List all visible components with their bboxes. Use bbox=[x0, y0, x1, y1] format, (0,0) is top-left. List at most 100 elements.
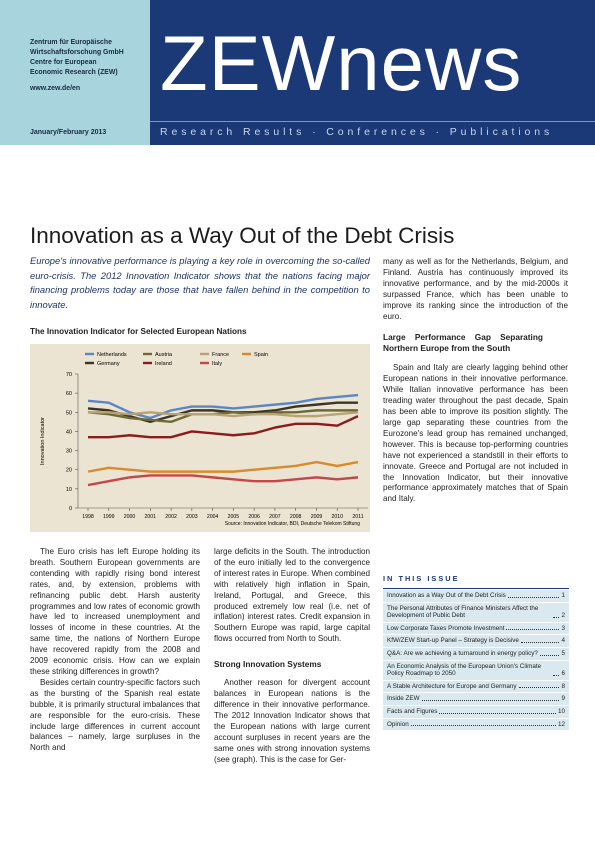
legend-label: Netherlands bbox=[97, 352, 127, 358]
paragraph: The Euro crisis has left Europe holding … bbox=[30, 547, 200, 676]
series-line bbox=[87, 409, 358, 424]
x-tick-label: 2001 bbox=[145, 514, 157, 520]
series-line bbox=[88, 415, 359, 439]
y-tick-label: 10 bbox=[66, 487, 72, 493]
x-tick-label: 2008 bbox=[290, 514, 302, 520]
chart: Innovation Indicator Source: Innovation … bbox=[30, 344, 370, 532]
paragraph: Besides certain country-specific factors… bbox=[30, 677, 200, 753]
section-heading: Large Performance Gap Separating Norther… bbox=[383, 332, 543, 354]
issue-item: Q&A: Are we achieving a turnaround in en… bbox=[383, 647, 569, 661]
leader bbox=[421, 699, 560, 701]
x-tick-label: 2002 bbox=[165, 514, 177, 520]
issue-item: The Personal Attributes of Finance Minis… bbox=[383, 602, 569, 623]
x-tick-label: 2010 bbox=[331, 514, 343, 520]
y-tick-label: 20 bbox=[66, 468, 72, 474]
leader bbox=[506, 629, 560, 631]
leader bbox=[539, 654, 560, 656]
intro: Europe's innovative performance is playi… bbox=[30, 255, 370, 310]
issue-item-title: Innovation as a Way Out of the Debt Cris… bbox=[387, 592, 506, 599]
x-tick-label: 2011 bbox=[352, 514, 363, 520]
legend-label: France bbox=[212, 352, 229, 358]
issue-item-page: 2 bbox=[561, 612, 565, 620]
issue-item-title: A Stable Architecture for Europe and Ger… bbox=[387, 682, 517, 690]
y-tick-label: 40 bbox=[66, 429, 72, 435]
org-line: Zentrum für Europäische bbox=[30, 39, 112, 46]
leader bbox=[410, 725, 556, 727]
x-tick-label: 2006 bbox=[248, 514, 260, 520]
issue-item: KfW/ZEW Start-up Panel – Strategy is Dec… bbox=[383, 635, 569, 648]
paragraph: Spain and Italy are clearly lagging behi… bbox=[383, 363, 568, 504]
issue-item: Opinion 12 bbox=[383, 718, 569, 732]
legend-label: Germany bbox=[97, 361, 120, 367]
chart-title: The Innovation Indicator for Selected Eu… bbox=[30, 327, 247, 336]
legend-label: Italy bbox=[212, 361, 222, 367]
org-line: Wirtschaftsforschung GmbH bbox=[30, 49, 124, 56]
y-tick-label: 70 bbox=[66, 372, 72, 378]
issue-item-title: Inside ZEW bbox=[387, 695, 420, 703]
issue-item-page: 8 bbox=[561, 682, 565, 690]
legend-label: Austria bbox=[155, 352, 173, 358]
leader bbox=[439, 712, 556, 714]
issue-item: An Economic Analysis of the European Uni… bbox=[383, 660, 569, 681]
issue-item-title: KfW/ZEW Start-up Panel – Strategy is Dec… bbox=[387, 637, 519, 645]
body-col1: The Euro crisis has left Europe holding … bbox=[30, 547, 200, 754]
article-title: Innovation as a Way Out of the Debt Cris… bbox=[30, 223, 455, 248]
series-line bbox=[88, 411, 359, 418]
issue-item-page: 9 bbox=[561, 695, 565, 703]
x-tick-label: 1999 bbox=[103, 514, 115, 520]
issue-heading: IN THIS ISSUE bbox=[383, 574, 460, 583]
paragraph: many as well as for the Netherlands, Bel… bbox=[383, 257, 568, 321]
issue-item-title: Q&A: Are we achieving a turnaround in en… bbox=[387, 649, 538, 657]
y-axis-label: Innovation Indicator bbox=[40, 417, 46, 465]
issue-item-title: The Personal Attributes of Finance Minis… bbox=[387, 604, 539, 620]
issue-item: Low Corporate Taxes Promote Investment 3 bbox=[383, 622, 569, 636]
y-tick-label: 60 bbox=[66, 391, 72, 397]
org-line: Economic Research (ZEW) bbox=[30, 69, 118, 76]
issue-item-page: 6 bbox=[561, 670, 565, 678]
issue-rule bbox=[383, 588, 569, 589]
x-tick-label: 2000 bbox=[124, 514, 136, 520]
url: www.zew.de/en bbox=[30, 85, 81, 92]
leader bbox=[553, 674, 560, 676]
issue-item-page: 5 bbox=[561, 649, 565, 657]
issue-item-title: Facts and Figures bbox=[387, 707, 438, 715]
issue-item-page: 1 bbox=[561, 592, 565, 599]
body-col2: large deficits in the South. The introdu… bbox=[214, 547, 370, 765]
issue-item: Inside ZEW 9 bbox=[383, 693, 569, 706]
leader bbox=[520, 641, 560, 643]
issue-item-title: Opinion bbox=[387, 720, 409, 728]
leader bbox=[507, 596, 560, 598]
series-line bbox=[87, 460, 359, 473]
section-heading: Strong Innovation Systems bbox=[214, 659, 322, 670]
y-tick-label: 30 bbox=[66, 449, 72, 455]
header-right bbox=[150, 0, 595, 145]
series-line bbox=[87, 401, 358, 424]
y-tick-label: 50 bbox=[66, 410, 72, 416]
tagline: Research Results · Conferences · Publica… bbox=[160, 126, 554, 138]
paragraph: large deficits in the South. The introdu… bbox=[214, 547, 370, 644]
legend-label: Ireland bbox=[155, 361, 172, 367]
issue-item-title: Low Corporate Taxes Promote Investment bbox=[387, 624, 505, 632]
issue-item: A Stable Architecture for Europe and Ger… bbox=[383, 680, 569, 694]
header-left bbox=[0, 0, 150, 145]
x-tick-label: 2003 bbox=[186, 514, 198, 520]
x-tick-label: 2007 bbox=[269, 514, 281, 520]
issue-list: Innovation as a Way Out of the Debt Cris… bbox=[383, 590, 569, 732]
issue-item-title: An Economic Analysis of the European Uni… bbox=[387, 662, 542, 678]
org-block: Zentrum für Europäische Wirtschaftsforsc… bbox=[30, 38, 124, 94]
issue-item: Facts and Figures 10 bbox=[383, 705, 569, 719]
leader bbox=[518, 687, 560, 689]
x-tick-label: 2005 bbox=[228, 514, 240, 520]
x-tick-label: 2004 bbox=[207, 514, 219, 520]
source: Source: Innovation Indicator, BDI, Deuts… bbox=[225, 521, 360, 527]
issue-item-page: 4 bbox=[561, 637, 565, 645]
body-col3: many as well as for the Netherlands, Bel… bbox=[383, 257, 568, 505]
issue-date: January/February 2013 bbox=[30, 129, 107, 136]
issue-item-page: 10 bbox=[557, 707, 565, 715]
org-line: Centre for European bbox=[30, 59, 97, 66]
y-tick-label: 0 bbox=[69, 506, 72, 512]
issue-item: Innovation as a Way Out of the Debt Cris… bbox=[383, 590, 569, 603]
chart-background bbox=[30, 344, 370, 532]
x-tick-label: 2009 bbox=[311, 514, 323, 520]
